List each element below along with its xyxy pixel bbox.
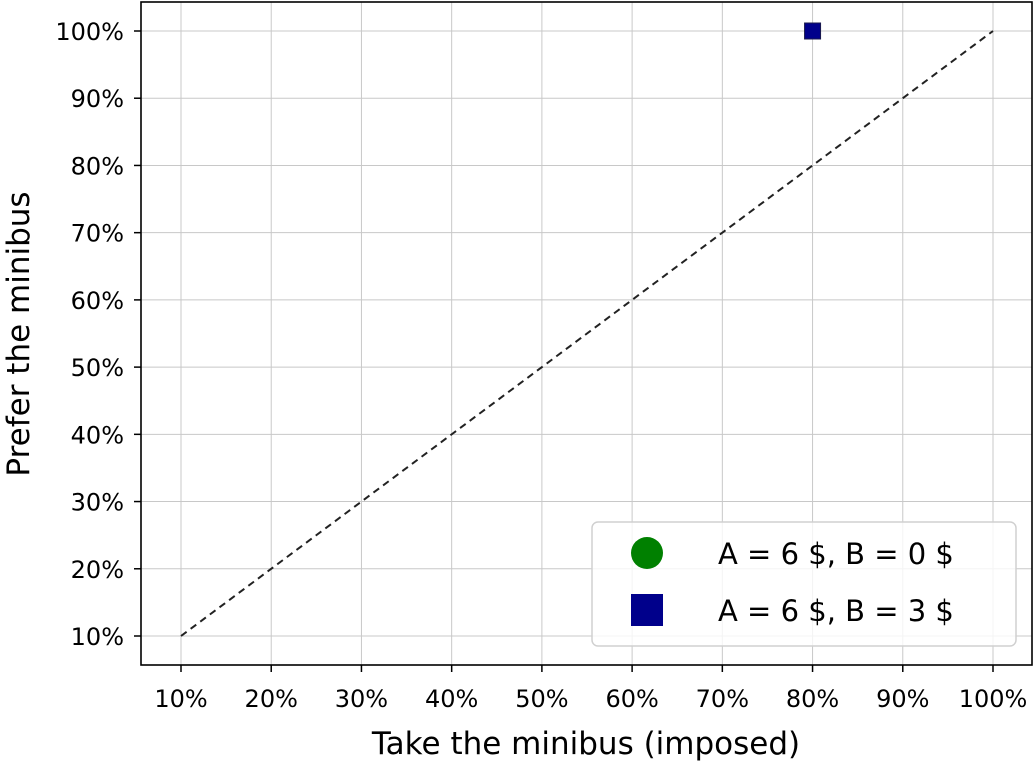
legend-marker-square	[631, 594, 663, 626]
data-point	[804, 22, 822, 40]
y-tick-label: 70%	[71, 220, 124, 248]
x-tick-label: 80%	[786, 685, 839, 713]
y-tick-label: 10%	[71, 623, 124, 651]
y-tick-label: 90%	[71, 85, 124, 113]
y-tick-label: 50%	[71, 354, 124, 382]
x-tick-label: 20%	[245, 685, 298, 713]
y-tick-label: 80%	[71, 152, 124, 180]
x-tick-label: 10%	[154, 685, 207, 713]
grid-lines	[141, 2, 1032, 665]
x-tick-label: 40%	[425, 685, 478, 713]
y-tick-label: 60%	[71, 287, 124, 315]
legend-entry-label: A = 6 $, B = 0 $	[718, 537, 954, 571]
y-axis-ticks: 10% 20% 30% 40% 50% 60% 70% 80% 90% 100%	[55, 18, 141, 651]
x-tick-label: 60%	[605, 685, 658, 713]
x-axis-label: Take the minibus (imposed)	[371, 726, 800, 762]
x-tick-label: 50%	[515, 685, 568, 713]
y-tick-label: 100%	[55, 18, 124, 46]
x-tick-label: 30%	[335, 685, 388, 713]
x-tick-label: 100%	[959, 685, 1028, 713]
plot-frame	[140, 1, 1033, 666]
legend: A = 6 $, B = 0 $ A = 6 $, B = 3 $	[591, 521, 1017, 647]
y-tick-label: 40%	[71, 421, 124, 449]
legend-frame	[591, 521, 1017, 647]
data-points	[804, 22, 822, 40]
y-tick-label: 20%	[71, 556, 124, 584]
legend-entry-label: A = 6 $, B = 3 $	[718, 594, 954, 628]
y-axis-label: Prefer the minibus	[1, 191, 37, 476]
x-axis-ticks: 10% 20% 30% 40% 50% 60% 70% 80% 90% 100%	[154, 665, 1027, 713]
legend-marker-circle	[631, 537, 663, 569]
y-tick-label: 30%	[71, 489, 124, 517]
x-tick-label: 70%	[696, 685, 749, 713]
diagonal-reference-line	[180, 30, 994, 637]
x-tick-label: 90%	[876, 685, 929, 713]
